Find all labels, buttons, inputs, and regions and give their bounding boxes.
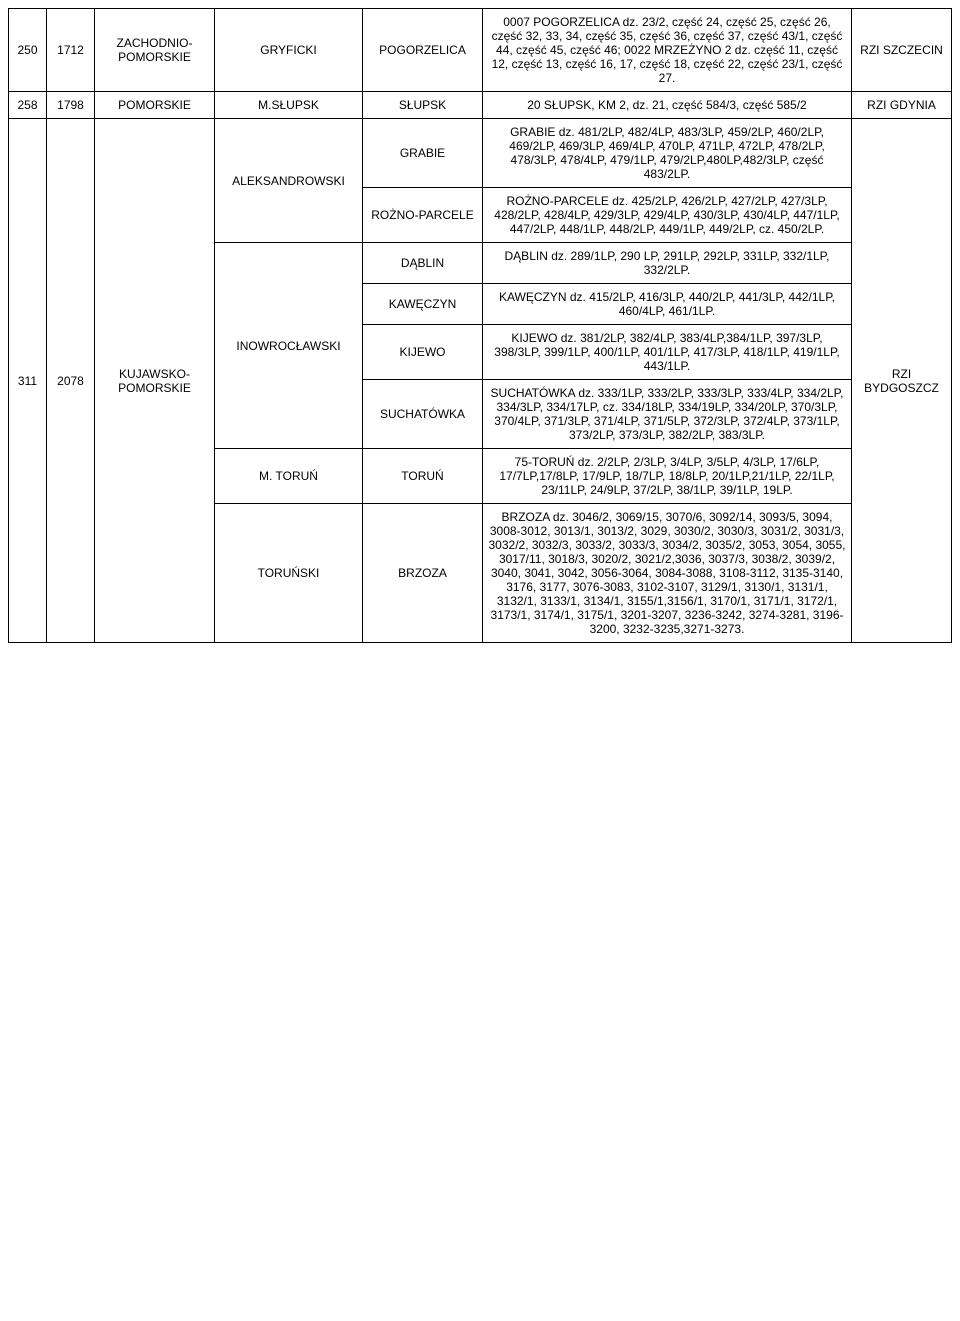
col-locality: GRABIE (363, 119, 483, 188)
col-rzi: RZI GDYNIA (852, 92, 952, 119)
col-description: ROŻNO-PARCELE dz. 425/2LP, 426/2LP, 427/… (483, 188, 852, 243)
col-district: M. TORUŃ (215, 449, 363, 504)
col-lp: 311 (9, 119, 47, 643)
col-voivodeship: ZACHODNIO-POMORSKIE (95, 9, 215, 92)
col-locality: KAWĘCZYN (363, 284, 483, 325)
col-description: BRZOZA dz. 3046/2, 3069/15, 3070/6, 3092… (483, 504, 852, 643)
col-voivodeship: POMORSKIE (95, 92, 215, 119)
col-description: 20 SŁUPSK, KM 2, dz. 21, część 584/3, cz… (483, 92, 852, 119)
col-rzi: RZI BYDGOSZCZ (852, 119, 952, 643)
col-voivodeship: KUJAWSKO-POMORSKIE (95, 119, 215, 643)
data-table: 2501712ZACHODNIO-POMORSKIEGRYFICKIPOGORZ… (8, 8, 952, 643)
col-description: GRABIE dz. 481/2LP, 482/4LP, 483/3LP, 45… (483, 119, 852, 188)
col-description: KAWĘCZYN dz. 415/2LP, 416/3LP, 440/2LP, … (483, 284, 852, 325)
col-locality: POGORZELICA (363, 9, 483, 92)
col-district: INOWROCŁAWSKI (215, 243, 363, 449)
col-description: DĄBLIN dz. 289/1LP, 290 LP, 291LP, 292LP… (483, 243, 852, 284)
col-locality: KIJEWO (363, 325, 483, 380)
col-description: 0007 POGORZELICA dz. 23/2, część 24, czę… (483, 9, 852, 92)
col-locality: ROŻNO-PARCELE (363, 188, 483, 243)
col-locality: DĄBLIN (363, 243, 483, 284)
col-locality: SŁUPSK (363, 92, 483, 119)
col-lp: 250 (9, 9, 47, 92)
col-locality: SUCHATÓWKA (363, 380, 483, 449)
table-row: 2501712ZACHODNIO-POMORSKIEGRYFICKIPOGORZ… (9, 9, 952, 92)
col-description: SUCHATÓWKA dz. 333/1LP, 333/2LP, 333/3LP… (483, 380, 852, 449)
col-locality: BRZOZA (363, 504, 483, 643)
col-district: TORUŃSKI (215, 504, 363, 643)
col-rzi: RZI SZCZECIN (852, 9, 952, 92)
col-locality: TORUŃ (363, 449, 483, 504)
col-district: M.SŁUPSK (215, 92, 363, 119)
table-row: 3112078KUJAWSKO-POMORSKIEALEKSANDROWSKIG… (9, 119, 952, 188)
col-district: GRYFICKI (215, 9, 363, 92)
col-id: 2078 (47, 119, 95, 643)
col-id: 1798 (47, 92, 95, 119)
col-description: 75-TORUŃ dz. 2/2LP, 2/3LP, 3/4LP, 3/5LP,… (483, 449, 852, 504)
col-id: 1712 (47, 9, 95, 92)
col-district: ALEKSANDROWSKI (215, 119, 363, 243)
table-row: 2581798POMORSKIEM.SŁUPSKSŁUPSK20 SŁUPSK,… (9, 92, 952, 119)
col-description: KIJEWO dz. 381/2LP, 382/4LP, 383/4LP,384… (483, 325, 852, 380)
col-lp: 258 (9, 92, 47, 119)
